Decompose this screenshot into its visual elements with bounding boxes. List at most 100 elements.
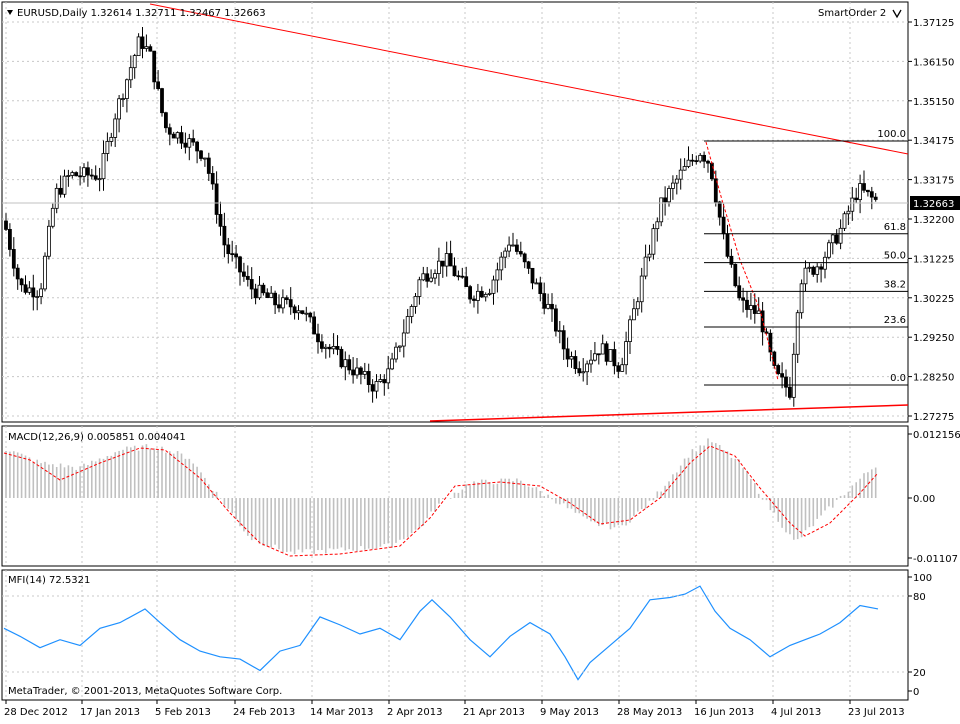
candle-body [347, 359, 352, 371]
mfi-axis[interactable]: 100 80 20 0 [908, 573, 932, 698]
candle-body [749, 305, 753, 310]
candle-body [803, 267, 808, 285]
candle-body [288, 299, 293, 308]
candle-body [616, 365, 621, 372]
candle-body [277, 304, 281, 309]
resistance-trendline[interactable] [149, 3, 909, 155]
fibonacci-retracement[interactable]: 100.0 61.8 50.0 38.2 23.6 0.0 [704, 129, 908, 386]
candle-body [128, 67, 133, 81]
candle-body [331, 346, 336, 350]
candle-body [433, 273, 437, 279]
candle-body [862, 183, 866, 191]
candle-body [495, 269, 500, 281]
candle-body [148, 46, 153, 52]
expert-smiley-icon [892, 9, 902, 19]
candle-body [39, 288, 43, 297]
candle-body [807, 266, 812, 269]
candle-body [241, 271, 246, 277]
fibo-level-label: 0.0 [890, 373, 906, 384]
time-axis-label: 21 Apr 2013 [463, 707, 525, 718]
candle-body [760, 310, 765, 333]
time-axis-label: 14 Mar 2013 [310, 707, 373, 718]
candle-body [557, 330, 562, 333]
current-price-label: 1.32663 [913, 199, 954, 210]
fibo-level-label: 38.2 [884, 279, 906, 290]
candle-body [596, 353, 601, 356]
candle-body [152, 50, 157, 83]
candle-body [850, 197, 855, 212]
mfi-axis-80: 80 [913, 592, 926, 603]
fibo-trend-line[interactable] [705, 141, 779, 381]
candle-body [187, 138, 192, 148]
candle-body [659, 197, 664, 223]
candle-body [815, 266, 820, 275]
candle-body [764, 331, 769, 334]
candle-body [776, 365, 781, 375]
candle-body [823, 256, 827, 270]
fibo-level-label: 23.6 [884, 315, 906, 326]
candle-body [93, 175, 98, 180]
candle-body [589, 359, 593, 365]
mfi-axis-100: 100 [913, 573, 932, 584]
candle-body [230, 253, 235, 256]
candle-body [819, 266, 823, 270]
candle-body [179, 132, 184, 144]
fibo-level-label: 61.8 [884, 222, 906, 233]
time-axis-label: 28 Dec 2012 [4, 707, 68, 718]
mfi-pane[interactable] [1, 569, 909, 701]
candle-body [374, 381, 379, 392]
mfi-line [3, 585, 879, 681]
candle-body [690, 159, 695, 162]
candle-body [499, 256, 504, 271]
candle-body [710, 162, 714, 180]
candle-body [358, 367, 363, 375]
macd-axis[interactable]: 0.012156 0.00 -0.01107 [908, 430, 960, 565]
price-axis[interactable]: 1.37125 1.36150 1.35150 1.34175 1.33175 1.322… [908, 18, 954, 423]
time-axis-label: 17 Jan 2013 [80, 707, 140, 718]
candle-body [440, 260, 445, 267]
candle-body [195, 141, 200, 152]
support-trendline[interactable] [429, 404, 909, 422]
candle-body [604, 343, 609, 362]
candle-body [799, 283, 804, 314]
candle-body [593, 353, 597, 361]
candle-body [43, 255, 47, 290]
candle-body [448, 253, 453, 267]
candle-body [729, 255, 734, 265]
candle-body [23, 284, 28, 293]
candle-body [413, 296, 418, 307]
candle-body [144, 46, 149, 49]
chart-menu-triangle-icon[interactable] [7, 10, 13, 15]
candle-body [101, 153, 106, 180]
candle-body [827, 242, 831, 258]
candle-body [429, 277, 434, 282]
candle-body [674, 178, 679, 184]
candle-body [698, 154, 703, 162]
price-axis-label: 1.36150 [913, 57, 954, 68]
candle-body [257, 284, 262, 299]
candle-body [125, 79, 129, 99]
candle-body [628, 319, 632, 342]
candle-body [218, 214, 223, 227]
candle-body [511, 244, 515, 247]
candle-body [791, 353, 796, 398]
candle-body [35, 296, 40, 298]
candle-body [136, 36, 141, 57]
mfi-axis-0: 0 [913, 687, 919, 698]
candle-body [643, 256, 648, 277]
macd-axis-min: -0.01107 [913, 554, 958, 565]
price-axis-label: 1.33175 [913, 176, 954, 187]
candle-body [780, 373, 784, 378]
candle-body [304, 312, 309, 315]
candle-body [741, 297, 745, 301]
time-axis[interactable]: 28 Dec 2012 17 Jan 2013 5 Feb 2013 24 Feb 2… [4, 700, 905, 718]
candle-body [721, 216, 726, 235]
macd-axis-zero: 0.00 [913, 494, 935, 505]
candle-body [585, 363, 589, 373]
candle-body [265, 292, 270, 299]
candle-body [869, 191, 874, 198]
candle-body [550, 303, 554, 310]
time-axis-label: 23 Jul 2013 [848, 707, 905, 718]
fibo-level-label: 50.0 [884, 251, 906, 262]
